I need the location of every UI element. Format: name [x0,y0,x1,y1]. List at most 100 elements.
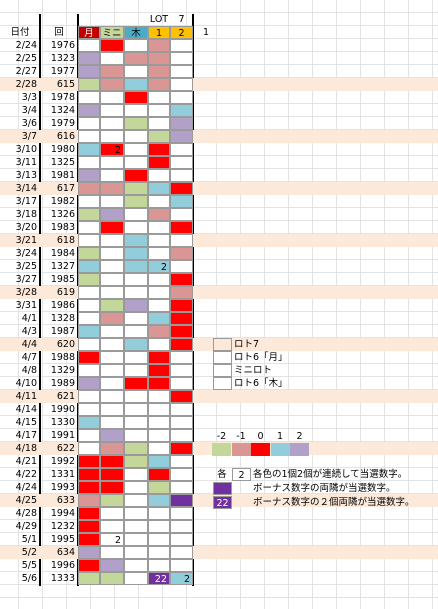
round-cell: 1333 [50,573,75,584]
result-cell [100,455,124,468]
result-cell [100,247,124,260]
round-cell: 621 [56,391,75,402]
result-cell [100,325,124,338]
round-cell: 620 [56,339,75,350]
round-cell: 617 [56,183,75,194]
result-cell [124,468,148,481]
result-cell [170,143,193,156]
result-cell [124,351,148,364]
result-cell [148,338,170,351]
result-cell [124,104,148,117]
round-cell: 1985 [50,274,75,285]
note-box: 22 [213,496,232,509]
result-cell [148,546,170,559]
date-cell: 4/25 [15,495,37,506]
result-cell [170,260,193,273]
result-cell [124,182,148,195]
date-cell: 5/1 [21,534,37,545]
date-cell: 4/29 [15,521,37,532]
result-cell [170,442,193,455]
result-cell: 2 [148,260,170,273]
date-cell: 3/28 [15,287,37,298]
round-cell: 1984 [50,248,75,259]
result-cell [78,559,100,572]
result-cell [100,338,124,351]
result-cell [78,52,100,65]
date-cell: 3/10 [15,144,37,155]
round-cell: 1990 [50,404,75,415]
note-prefix: 各 [217,469,227,480]
result-cell [170,468,193,481]
result-cell [100,481,124,494]
result-cell [78,416,100,429]
result-cell [124,117,148,130]
date-cell: 3/27 [15,274,37,285]
result-cell [148,351,170,364]
result-cell [124,78,148,91]
result-cell [100,403,124,416]
result-cell [100,312,124,325]
round-cell: 1232 [50,521,75,532]
result-cell [100,377,124,390]
date-cell: 4/22 [15,469,37,480]
result-cell [78,234,100,247]
date-cell: 5/6 [21,573,37,584]
round-cell: 1991 [50,430,75,441]
date-cell: 4/24 [15,482,37,493]
date-cell: 3/4 [21,105,37,116]
result-cell [100,156,124,169]
result-cell [124,273,148,286]
date-cell: 2/24 [15,40,37,51]
result-cell [148,208,170,221]
result-cell [148,143,170,156]
result-cell [124,195,148,208]
date-cell: 3/21 [15,235,37,246]
round-cell: 1979 [50,118,75,129]
result-cell [170,247,193,260]
result-cell [100,468,124,481]
result-cell [148,247,170,260]
result-cell [100,559,124,572]
result-cell [78,117,100,130]
date-cell: 4/18 [15,443,37,454]
legend-box [213,377,232,390]
result-cell [170,520,193,533]
round-cell: 1986 [50,300,75,311]
result-cell [78,533,100,546]
legend-box [213,338,232,351]
result-cell [100,221,124,234]
result-cell [170,273,193,286]
round-cell: 1996 [50,560,75,571]
date-cell: 5/5 [21,560,37,571]
result-cell [148,39,170,52]
legend-box [213,364,232,377]
date-cell: 3/13 [15,170,37,181]
result-cell [148,481,170,494]
result-cell [124,416,148,429]
result-cell [148,312,170,325]
result-cell [170,78,193,91]
result-cell [170,403,193,416]
result-cell [100,182,124,195]
result-cell [78,208,100,221]
round-cell: 1331 [50,469,75,480]
result-cell [170,52,193,65]
result-cell [100,130,124,143]
result-cell [124,130,148,143]
result-cell [124,208,148,221]
result-cell [124,260,148,273]
result-cell [148,390,170,403]
scale-label: 2 [296,431,303,442]
result-cell [124,533,148,546]
date-cell: 3/24 [15,248,37,259]
result-cell [124,65,148,78]
result-cell: 22 [148,572,170,585]
scale-label: 0 [257,431,264,442]
result-cell [78,442,100,455]
result-cell [78,520,100,533]
legend-label: ロト7 [234,339,260,350]
divider [39,14,41,586]
result-cell [148,416,170,429]
result-cell [170,39,193,52]
round-cell: 1995 [50,534,75,545]
